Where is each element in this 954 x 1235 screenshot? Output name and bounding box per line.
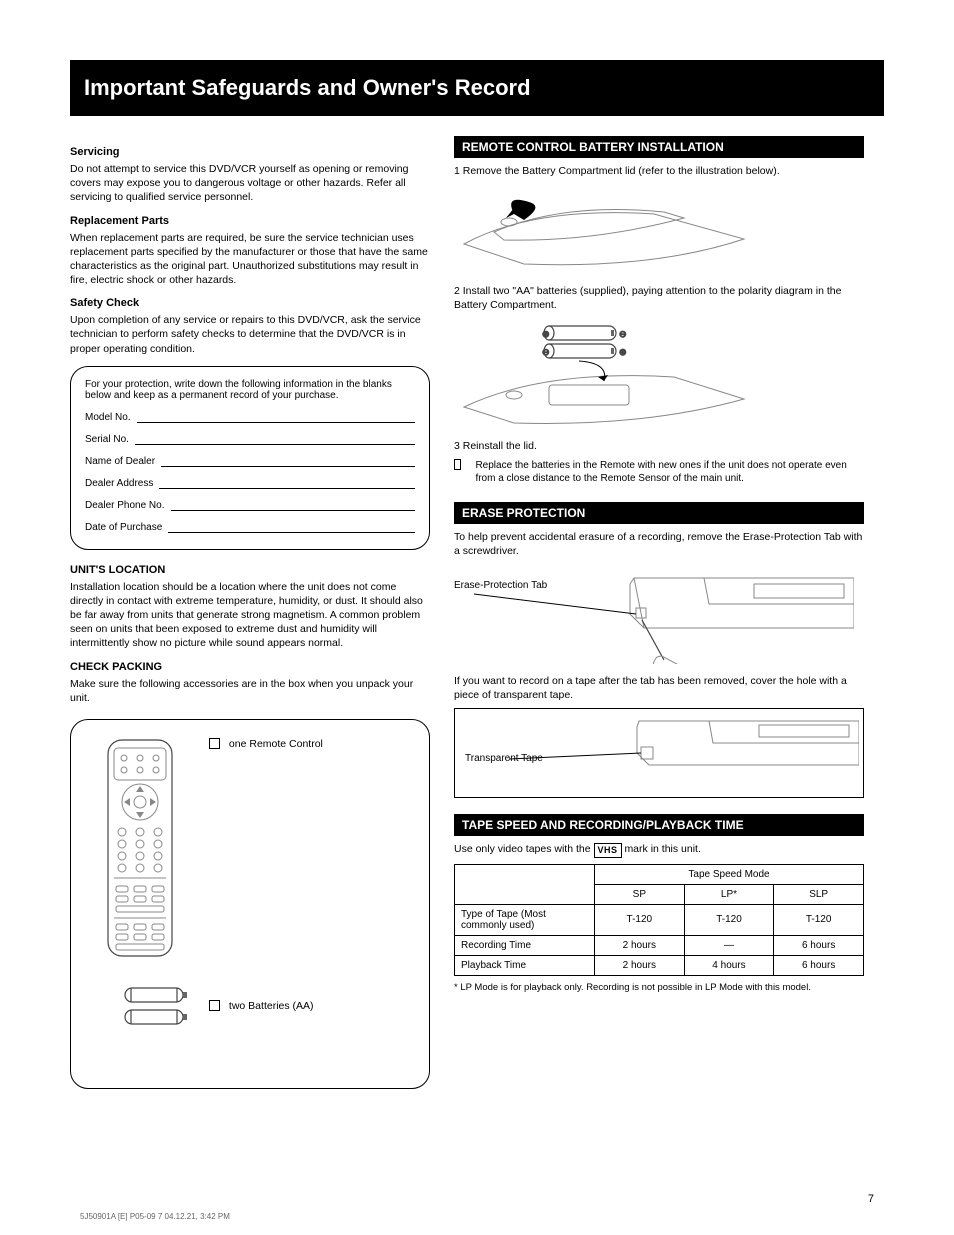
location-heading: UNIT'S LOCATION (70, 564, 430, 576)
note-checkbox-icon (454, 459, 461, 470)
accessories-box: one Remote Control (70, 719, 430, 1089)
tape-speed-intro: Use only video tapes with the VHS mark i… (454, 842, 864, 857)
owner-instruction: For your protection, write down the foll… (85, 379, 415, 401)
erase-recover-text: If you want to record on a tape after th… (454, 674, 864, 702)
transparent-tape-illustration: Transparent Tape (454, 708, 864, 798)
row2-lp: — (684, 935, 774, 955)
batteries-illustration (85, 984, 195, 1028)
page-title: Important Safeguards and Owner's Record (84, 75, 531, 101)
svg-text:⊕: ⊕ (542, 329, 550, 339)
row2-slp: 6 hours (774, 935, 864, 955)
tape-speed-footnote: * LP Mode is for playback only. Recordin… (454, 982, 864, 994)
col-lp: LP* (684, 884, 774, 904)
location-text: Installation location should be a locati… (70, 580, 430, 651)
tape-speed-table: Tape Speed Mode SP LP* SLP Type of Tape … (454, 864, 864, 976)
owner-model-row: Model No. (85, 411, 415, 423)
svg-text:⊖: ⊖ (619, 329, 627, 339)
owner-dealer-label: Name of Dealer (85, 456, 155, 467)
table-blank (455, 864, 595, 904)
owner-date-row: Date of Purchase (85, 521, 415, 533)
remote-open-illustration (454, 184, 864, 274)
erase-protection-heading: ERASE PROTECTION (454, 502, 864, 524)
erase-protection-heading-text: ERASE PROTECTION (462, 506, 585, 520)
owner-phone-row: Dealer Phone No. (85, 499, 415, 511)
row3-slp: 6 hours (774, 955, 864, 975)
owner-address-row: Dealer Address (85, 477, 415, 489)
safetycheck-text: Upon completion of any service or repair… (70, 313, 430, 356)
remote-insert-illustration: ⊕ ⊖ ⊖ ⊕ (454, 319, 864, 429)
accessories-intro: Make sure the following accessories are … (70, 677, 430, 705)
col-header: Tape Speed Mode (595, 864, 864, 884)
row1-slp: T-120 (774, 904, 864, 935)
transparent-tape-label: Transparent Tape (465, 753, 543, 764)
col-slp: SLP (774, 884, 864, 904)
battery-step2: 2 Install two "AA" batteries (supplied),… (454, 284, 864, 312)
checkbox-icon (209, 738, 220, 749)
battery-step1: 1 Remove the Battery Compartment lid (re… (454, 164, 864, 178)
battery-install-heading: REMOTE CONTROL BATTERY INSTALLATION (454, 136, 864, 158)
owner-model-label: Model No. (85, 412, 131, 423)
owner-dealer-row: Name of Dealer (85, 455, 415, 467)
row3-label: Playback Time (455, 955, 595, 975)
servicing-text: Do not attempt to service this DVD/VCR y… (70, 162, 430, 205)
battery-note-text: Replace the batteries in the Remote with… (475, 459, 864, 486)
owner-dealer-line (161, 455, 415, 467)
owner-address-line (159, 477, 415, 489)
right-column: REMOTE CONTROL BATTERY INSTALLATION 1 Re… (454, 136, 864, 1089)
row2-sp: 2 hours (595, 935, 685, 955)
accessory-batteries-row: two Batteries (AA) (85, 984, 415, 1028)
col-sp: SP (595, 884, 685, 904)
battery-install-heading-text: REMOTE CONTROL BATTERY INSTALLATION (462, 140, 724, 154)
accessories-heading: CHECK PACKING (70, 661, 430, 673)
erase-tab-label: Erase-Protection Tab (454, 580, 547, 591)
row3-sp: 2 hours (595, 955, 685, 975)
erase-tab-illustration: Erase-Protection Tab (454, 564, 864, 664)
safetycheck-heading: Safety Check (70, 297, 430, 309)
row1-label: Type of Tape (Most commonly used) (455, 904, 595, 935)
page-title-bar: Important Safeguards and Owner's Record (70, 60, 884, 116)
accessory-remote-label: one Remote Control (229, 738, 323, 750)
tape-speed-heading-text: TAPE SPEED AND RECORDING/PLAYBACK TIME (462, 818, 744, 832)
row1-sp: T-120 (595, 904, 685, 935)
replacement-heading: Replacement Parts (70, 215, 430, 227)
row1-lp: T-120 (684, 904, 774, 935)
tape-intro-pre: Use only video tapes with the (454, 843, 594, 855)
owner-serial-line (135, 433, 415, 445)
accessory-batteries-label: two Batteries (AA) (229, 1000, 314, 1012)
tape-speed-heading: TAPE SPEED AND RECORDING/PLAYBACK TIME (454, 814, 864, 836)
row2-label: Recording Time (455, 935, 595, 955)
svg-text:⊕: ⊕ (619, 347, 627, 357)
remote-illustration (85, 738, 195, 958)
owner-date-line (168, 521, 415, 533)
owner-date-label: Date of Purchase (85, 522, 162, 533)
owner-record-card: For your protection, write down the foll… (70, 366, 430, 550)
vhs-mark-icon: VHS (594, 843, 622, 857)
tape-intro-post: mark in this unit. (624, 843, 700, 855)
row3-lp: 4 hours (684, 955, 774, 975)
owner-phone-line (171, 499, 416, 511)
owner-serial-row: Serial No. (85, 433, 415, 445)
replacement-text: When replacement parts are required, be … (70, 231, 430, 288)
owner-model-line (137, 411, 415, 423)
footer-code: 5J50901A [E] P05-09 7 04.12.21, 3:42 PM (80, 1212, 230, 1221)
left-column: Servicing Do not attempt to service this… (70, 136, 430, 1089)
accessory-remote-row: one Remote Control (85, 738, 415, 958)
servicing-heading: Servicing (70, 146, 430, 158)
owner-address-label: Dealer Address (85, 478, 153, 489)
erase-protection-text: To help prevent accidental erasure of a … (454, 530, 864, 558)
page-number: 7 (868, 1193, 874, 1205)
owner-serial-label: Serial No. (85, 434, 129, 445)
battery-note: Replace the batteries in the Remote with… (454, 459, 864, 486)
svg-text:⊖: ⊖ (542, 347, 550, 357)
owner-phone-label: Dealer Phone No. (85, 500, 165, 511)
checkbox-icon (209, 1000, 220, 1011)
battery-step3: 3 Reinstall the lid. (454, 439, 864, 453)
